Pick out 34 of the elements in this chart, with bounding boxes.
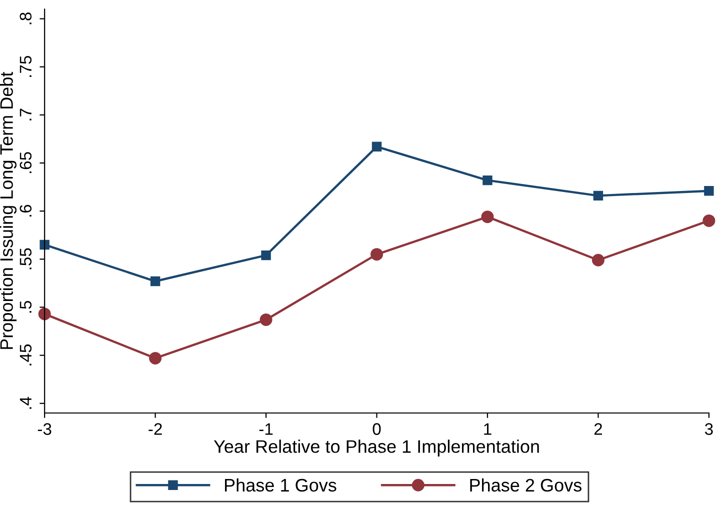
x-tick-label: -1 — [259, 423, 273, 435]
x-tick-label: 1 — [484, 423, 492, 435]
point — [150, 276, 160, 286]
point — [149, 352, 162, 364]
point — [481, 210, 494, 224]
point — [372, 142, 382, 152]
point — [702, 214, 716, 227]
point — [482, 175, 492, 186]
y-tick-label: .65 — [20, 152, 32, 174]
point — [592, 254, 604, 266]
y-tick-label: .5 — [20, 300, 32, 313]
point — [260, 313, 272, 326]
point — [40, 240, 50, 250]
x-tick-label: 3 — [704, 423, 713, 435]
y-axis-title: Proportion Issuing Long Term Debt — [0, 72, 17, 349]
x-tick-label: 2 — [594, 423, 602, 435]
y-tick-label: .75 — [20, 56, 32, 77]
y-tick-label: .45 — [20, 344, 32, 366]
y-tick-label: .55 — [20, 248, 32, 270]
point — [704, 186, 714, 196]
point — [38, 308, 51, 320]
x-tick-label: -3 — [38, 423, 52, 435]
point — [370, 248, 384, 261]
legend-label: Phase 2 Govs — [470, 478, 582, 492]
legend-label: Phase 1 Govs — [225, 478, 336, 492]
x-tick-label: -2 — [148, 423, 162, 435]
y-tick-label: .7 — [20, 108, 32, 120]
x-axis-title: Year Relative to Phase 1 Implementation — [214, 440, 539, 456]
point — [593, 190, 604, 201]
y-tick-label: .6 — [20, 204, 32, 216]
y-tick-label: .4 — [20, 396, 32, 409]
y-tick-label: .8 — [20, 12, 32, 24]
x-tick-label: 0 — [372, 423, 381, 435]
point — [261, 250, 271, 260]
